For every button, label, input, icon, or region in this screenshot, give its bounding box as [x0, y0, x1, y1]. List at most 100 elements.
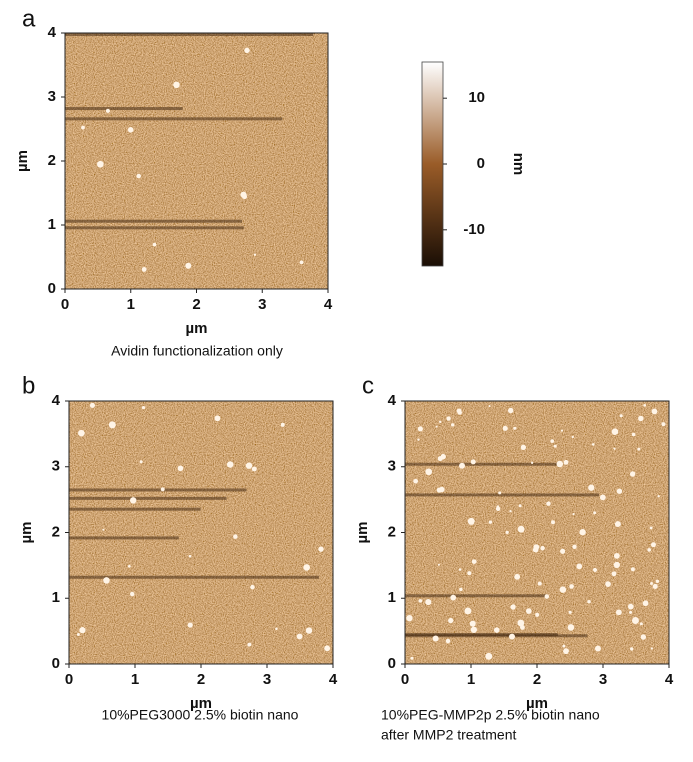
particle	[130, 591, 135, 597]
particle	[470, 626, 478, 633]
particle	[253, 253, 257, 256]
particle	[247, 642, 252, 647]
particle	[244, 47, 250, 54]
panel-label: b	[22, 372, 35, 399]
particle	[250, 584, 255, 590]
particle	[129, 497, 137, 504]
y-tick-label: 3	[388, 458, 396, 475]
particle	[471, 559, 477, 564]
scan-streak	[405, 634, 588, 638]
particle	[160, 487, 165, 492]
particle	[629, 471, 636, 477]
particle	[459, 462, 466, 469]
particle	[594, 645, 601, 652]
scan-streak	[69, 575, 320, 579]
particle	[432, 635, 439, 642]
particle	[417, 426, 423, 432]
particle	[437, 456, 443, 462]
x-tick-label: 2	[192, 296, 200, 313]
particle	[495, 506, 501, 512]
y-axis-label: µm	[14, 150, 31, 172]
particle	[185, 262, 192, 269]
scan-streak	[65, 33, 314, 37]
particle	[324, 645, 331, 652]
x-tick-label: 0	[61, 296, 69, 313]
y-tick-label: 2	[388, 523, 396, 540]
particle	[613, 561, 620, 569]
colorbar-label: nm	[510, 153, 527, 176]
x-tick-label: 4	[329, 671, 338, 688]
particle	[560, 548, 566, 554]
x-tick-label: 3	[599, 671, 607, 688]
particle	[613, 552, 620, 559]
particle	[242, 194, 248, 200]
particle	[303, 564, 311, 571]
particle	[450, 423, 455, 427]
x-axis-label: µm	[186, 320, 208, 337]
particle	[296, 633, 303, 640]
particle	[562, 644, 566, 648]
particle	[520, 624, 525, 630]
colorbar-tick-label: 10	[468, 89, 485, 106]
particle	[567, 624, 575, 631]
scan-streak	[69, 496, 227, 500]
caption: Avidin functionalization only	[111, 343, 283, 359]
particle	[469, 620, 476, 627]
particle	[435, 425, 438, 428]
particle	[651, 408, 658, 415]
particle	[652, 583, 658, 589]
afm-image	[69, 401, 333, 664]
x-tick-label: 4	[665, 671, 674, 688]
scan-streak	[69, 488, 247, 492]
particle	[493, 627, 500, 633]
particle	[514, 573, 521, 580]
x-tick-label: 1	[127, 296, 135, 313]
particle	[496, 505, 500, 508]
particle	[467, 517, 475, 525]
particle	[651, 542, 656, 548]
particle	[437, 563, 440, 566]
particle	[233, 534, 238, 539]
particle	[563, 459, 569, 465]
colorbar	[421, 61, 444, 267]
particle	[599, 494, 606, 501]
particle	[571, 435, 574, 439]
scan-streak	[405, 594, 547, 598]
afm-image	[65, 33, 328, 289]
particle	[591, 443, 595, 446]
particle	[655, 579, 660, 584]
particle	[569, 584, 574, 589]
particle	[439, 420, 442, 424]
particle	[488, 520, 493, 524]
scan-streak	[65, 117, 283, 121]
particle	[245, 462, 253, 469]
particle	[637, 447, 641, 451]
particle	[613, 447, 616, 450]
caption: 10%PEG-MMP2p 2.5% biotin nano	[381, 707, 600, 723]
particle	[436, 487, 442, 493]
afm-image	[405, 401, 669, 664]
particle	[141, 267, 147, 272]
x-tick-label: 0	[65, 671, 73, 688]
particle	[513, 426, 517, 430]
x-tick-label: 2	[197, 671, 205, 688]
y-axis-label: µm	[354, 522, 371, 544]
particle	[275, 627, 278, 631]
particle	[525, 608, 532, 614]
particle	[544, 594, 550, 599]
y-tick-label: 4	[48, 24, 57, 41]
particle	[510, 604, 516, 610]
y-tick-label: 1	[388, 589, 396, 606]
particle	[505, 530, 509, 535]
particle	[517, 525, 525, 533]
particle	[657, 495, 660, 498]
particle	[406, 614, 413, 622]
particle	[450, 594, 457, 601]
particle	[572, 544, 577, 550]
particle	[588, 484, 595, 491]
y-tick-label: 1	[52, 589, 60, 606]
colorbar-tick-label: 0	[477, 155, 485, 172]
particle	[141, 406, 146, 410]
y-tick-label: 2	[52, 523, 60, 540]
particle	[299, 260, 304, 265]
